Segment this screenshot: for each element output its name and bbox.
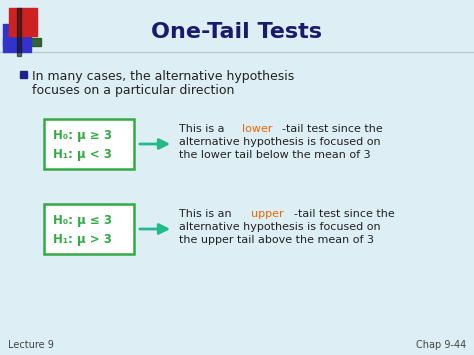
Bar	[3, 24, 31, 52]
Text: -tail test since the: -tail test since the	[282, 124, 383, 134]
Bar	[3, 38, 41, 46]
Text: In many cases, the alternative hypothesis: In many cases, the alternative hypothesi…	[32, 70, 294, 83]
Text: Lecture 9: Lecture 9	[8, 340, 54, 350]
FancyBboxPatch shape	[44, 119, 134, 169]
Text: This is an: This is an	[179, 209, 235, 219]
Text: -tail test since the: -tail test since the	[293, 209, 394, 219]
Text: One-Tail Tests: One-Tail Tests	[152, 22, 322, 42]
Text: focuses on a particular direction: focuses on a particular direction	[32, 84, 234, 97]
FancyBboxPatch shape	[44, 204, 134, 254]
Text: H₀: μ ≤ 3: H₀: μ ≤ 3	[53, 214, 112, 227]
Text: the lower tail below the mean of 3: the lower tail below the mean of 3	[179, 150, 371, 160]
Text: alternative hypothesis is focused on: alternative hypothesis is focused on	[179, 222, 381, 232]
Text: H₀: μ ≥ 3: H₀: μ ≥ 3	[53, 129, 112, 142]
Text: Chap 9-44: Chap 9-44	[416, 340, 466, 350]
Bar	[20, 71, 27, 78]
Text: the upper tail above the mean of 3: the upper tail above the mean of 3	[179, 235, 374, 245]
Text: H₁: μ < 3: H₁: μ < 3	[53, 148, 112, 161]
Text: lower: lower	[242, 124, 273, 134]
Bar	[17, 8, 21, 56]
Text: alternative hypothesis is focused on: alternative hypothesis is focused on	[179, 137, 381, 147]
Text: upper: upper	[251, 209, 284, 219]
Text: H₁: μ > 3: H₁: μ > 3	[53, 233, 112, 246]
Text: This is a: This is a	[179, 124, 228, 134]
Bar	[9, 8, 37, 36]
